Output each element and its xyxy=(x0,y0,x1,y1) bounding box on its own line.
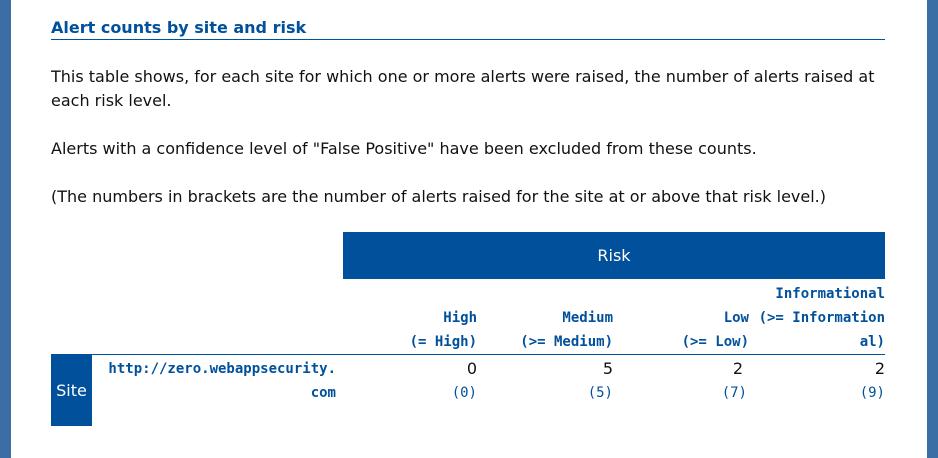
column-range-informational-line2: al) xyxy=(859,334,885,350)
site-row-header: Site xyxy=(51,354,92,426)
cumulative-high: (0) xyxy=(451,385,477,401)
report-page: Alert counts by site and risk This table… xyxy=(11,0,927,458)
section-heading: Alert counts by site and risk xyxy=(51,17,885,40)
exclusion-note: Alerts with a confidence level of "False… xyxy=(51,139,757,158)
column-name-medium: Medium xyxy=(562,310,613,326)
column-range-high: (= High) xyxy=(409,334,477,350)
column-name-low: Low xyxy=(723,310,749,326)
count-high: 0 xyxy=(466,359,477,378)
count-low: 2 xyxy=(732,359,743,378)
count-informational: 2 xyxy=(874,359,885,378)
column-header-low: Low (>= Low) xyxy=(631,306,749,354)
column-range-informational-line1: (>= Information xyxy=(758,310,885,326)
cumulative-medium: (5) xyxy=(587,385,613,401)
row-divider xyxy=(92,354,885,355)
column-header-medium: Medium (>= Medium) xyxy=(491,306,613,354)
column-range-medium: (>= Medium) xyxy=(520,334,613,350)
column-header-high: High (= High) xyxy=(351,306,477,354)
column-name-informational: Informational xyxy=(775,286,885,302)
risk-column-group-header: Risk xyxy=(343,232,885,279)
column-name-high: High xyxy=(443,310,477,326)
column-range-low: (>= Low) xyxy=(681,334,749,350)
intro-paragraph: This table shows, for each site for whic… xyxy=(51,67,875,110)
cumulative-informational: (9) xyxy=(859,385,885,401)
site-link[interactable]: http://zero.webappsecurity.com xyxy=(108,361,336,401)
column-header-informational: Informational (>= Information al) xyxy=(755,282,885,354)
brackets-note: (The numbers in brackets are the number … xyxy=(51,187,826,206)
cumulative-low: (7) xyxy=(721,385,747,401)
count-medium: 5 xyxy=(602,359,613,378)
